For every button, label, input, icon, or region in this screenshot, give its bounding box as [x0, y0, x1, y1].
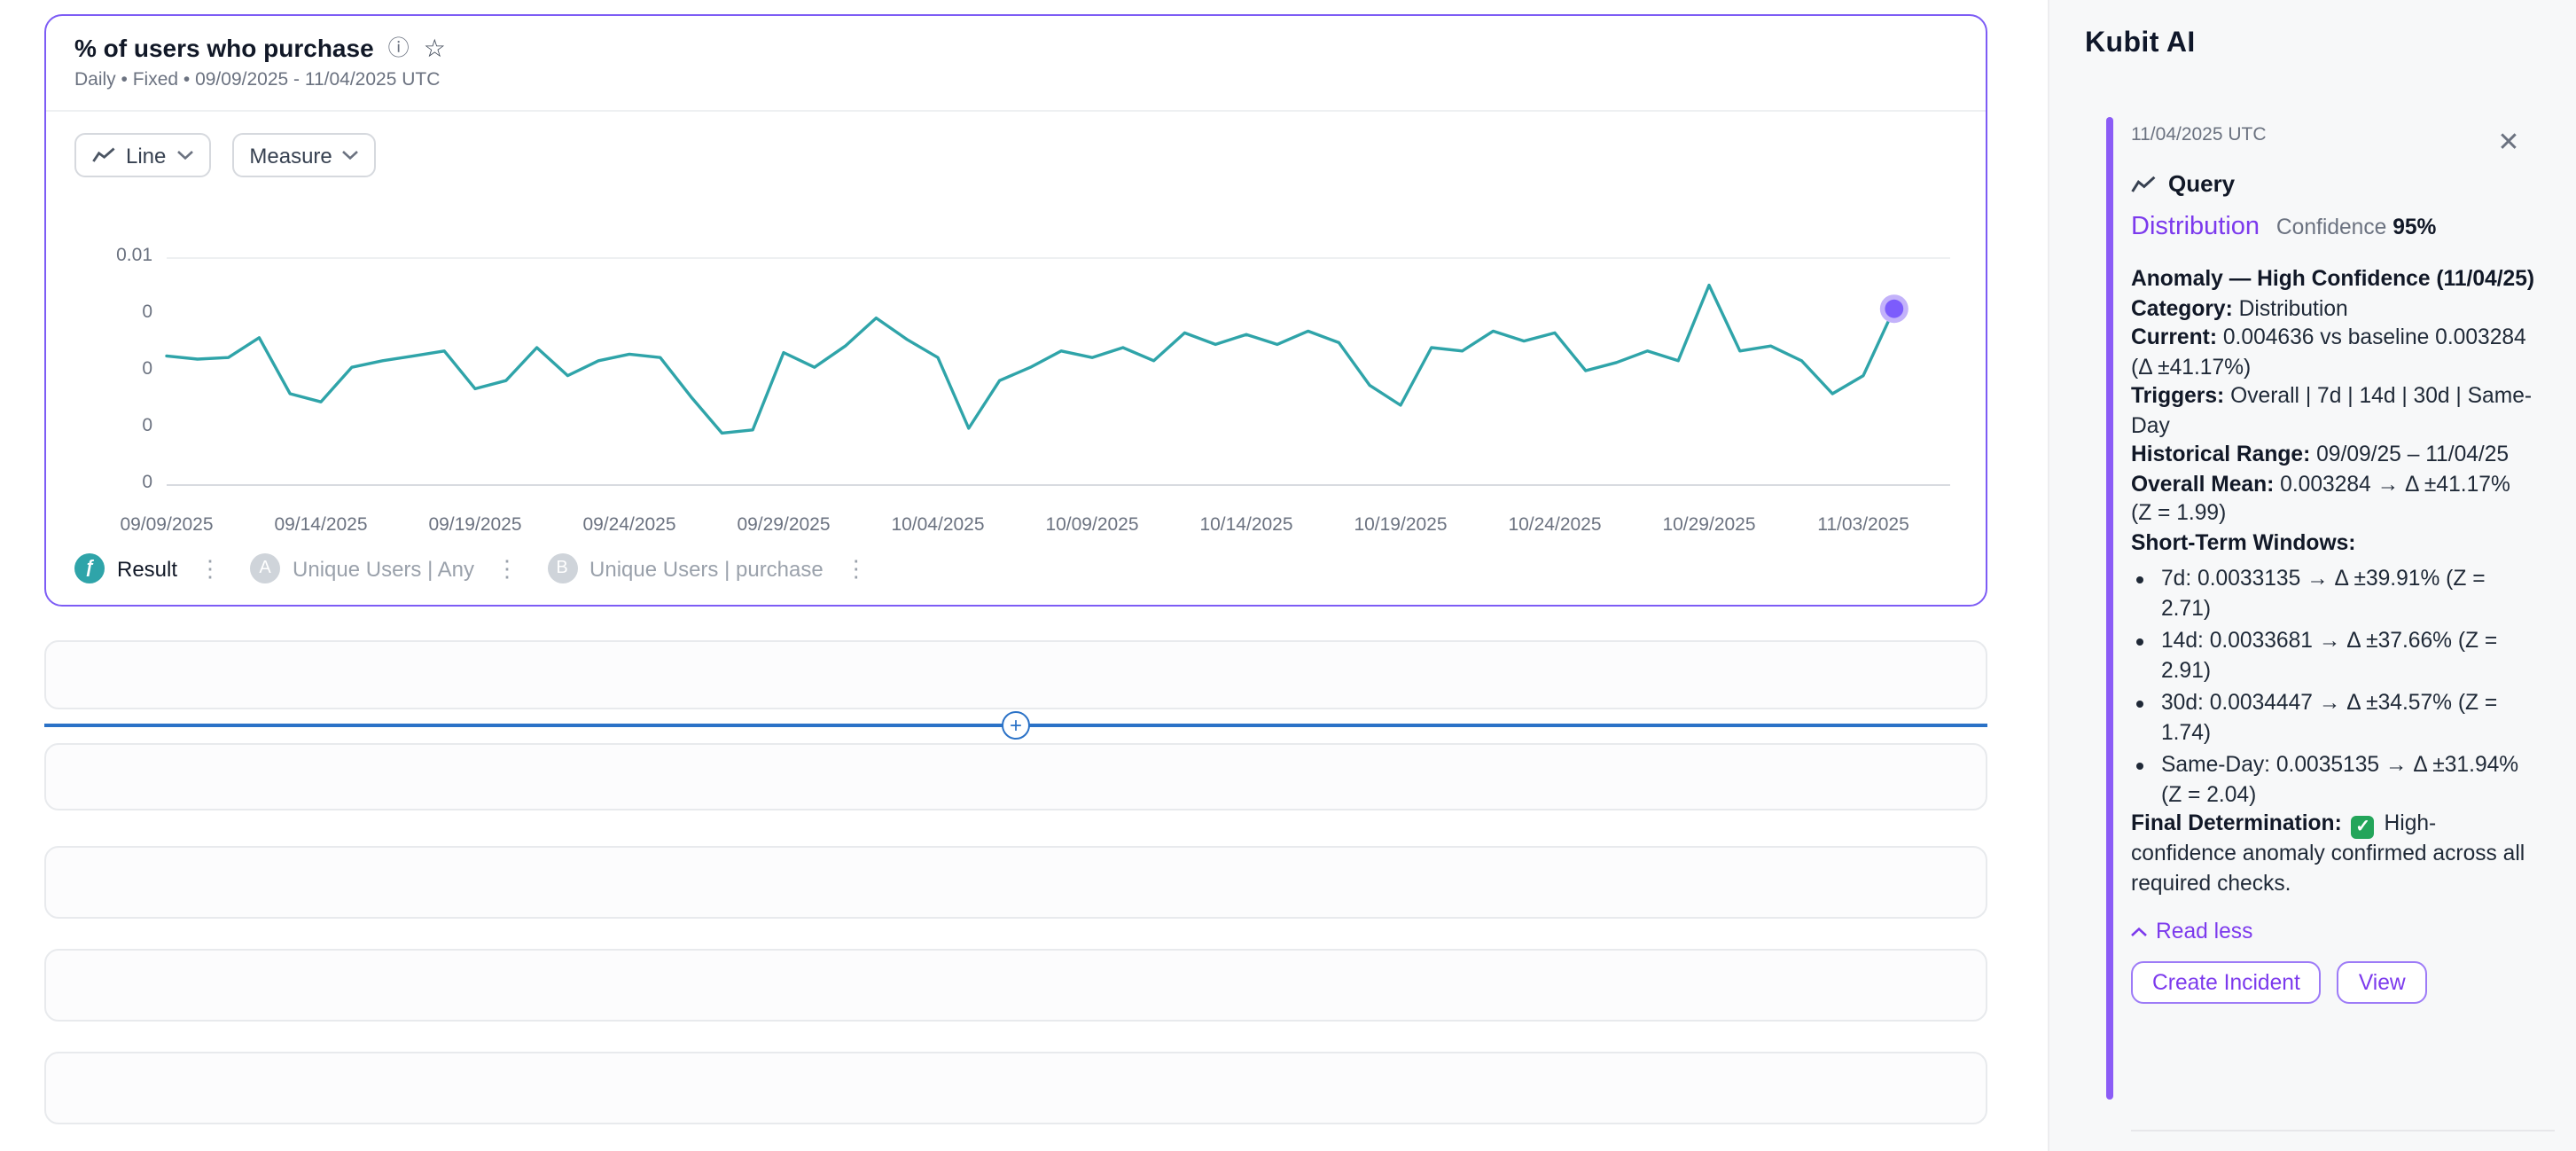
close-icon[interactable]: ✕ — [2497, 128, 2520, 158]
chart-toolbar: Line Measure — [74, 133, 377, 177]
anomaly-panel: 11/04/2025 UTC Query Distribution Confid… — [2131, 124, 2535, 1004]
confidence-value: 95% — [2393, 215, 2437, 239]
field-historical-range: Historical Range: 09/09/25 – 11/04/25 — [2131, 442, 2510, 466]
list-item: Same-Day: 0.0035135 → Δ ±31.94% (Z = 2.0… — [2161, 750, 2535, 809]
x-tick-label: 09/29/2025 — [737, 514, 831, 536]
list-item: 7d: 0.0033135 → Δ ±39.91% (Z = 2.71) — [2161, 564, 2535, 622]
kubit-ai-sidebar: Kubit AI ✕ 11/04/2025 UTC Query Distribu… — [2048, 0, 2576, 1151]
chart-type-dropdown[interactable]: Line — [74, 133, 211, 177]
legend-item-result[interactable]: ƒ Result — [74, 553, 177, 583]
x-tick-label: 10/09/2025 — [1045, 514, 1139, 536]
star-icon[interactable]: ☆ — [423, 34, 446, 62]
x-tick-label: 11/03/2025 — [1817, 514, 1909, 536]
anomaly-accent-bar — [2106, 117, 2113, 1100]
x-tick-label: 10/24/2025 — [1508, 514, 1602, 536]
legend-label: Unique Users | Any — [293, 556, 475, 581]
info-icon[interactable]: ⓘ — [387, 35, 410, 60]
x-tick-label: 10/29/2025 — [1662, 514, 1756, 536]
empty-panel-slot[interactable] — [44, 846, 1987, 919]
empty-panel-slot[interactable] — [44, 949, 1987, 1022]
chevron-down-icon — [176, 151, 193, 160]
legend-item-series-a[interactable]: A Unique Users | Any — [250, 553, 474, 583]
chevron-up-icon — [2131, 927, 2147, 936]
panel-timestamp: 11/04/2025 UTC — [2131, 124, 2267, 145]
field-current: Current: 0.004636 vs baseline 0.003284 (… — [2131, 325, 2526, 379]
short-term-windows-title: Short-Term Windows: — [2131, 529, 2356, 554]
y-tick-label: 0 — [142, 472, 152, 493]
legend-item-series-b[interactable]: B Unique Users | purchase — [547, 553, 824, 583]
x-tick-label: 09/09/2025 — [120, 514, 214, 536]
y-tick-label: 0 — [142, 415, 152, 436]
view-button[interactable]: View — [2337, 961, 2427, 1004]
anomaly-details: Anomaly — High Confidence (11/04/25) Cat… — [2131, 264, 2535, 897]
field-category: Category: Distribution — [2131, 295, 2348, 320]
x-tick-label: 09/24/2025 — [582, 514, 676, 536]
final-determination: Final Determination: ✓ High-confidence a… — [2131, 810, 2525, 895]
kebab-menu-icon[interactable]: ⋮ — [199, 554, 222, 581]
x-tick-label: 10/19/2025 — [1354, 514, 1448, 536]
chart-legend: ƒ Result ⋮ A Unique Users | Any ⋮ B Uniq… — [74, 553, 896, 583]
short-term-windows-list: 7d: 0.0033135 → Δ ±39.91% (Z = 2.71) 14d… — [2131, 564, 2535, 809]
x-tick-label: 10/14/2025 — [1199, 514, 1293, 536]
x-tick-label: 10/04/2025 — [891, 514, 985, 536]
x-tick-label: 09/14/2025 — [274, 514, 368, 536]
empty-panel-slot[interactable] — [44, 743, 1987, 810]
legend-label: Result — [117, 556, 178, 581]
result-line-series — [165, 283, 1896, 435]
y-tick-label: 0.01 — [116, 245, 152, 266]
check-icon: ✓ — [2351, 816, 2375, 839]
kebab-menu-icon[interactable]: ⋮ — [844, 554, 868, 581]
legend-label: Unique Users | purchase — [589, 556, 824, 581]
anomaly-actions: Create Incident View — [2131, 961, 2535, 1004]
field-triggers: Triggers: Overall | 7d | 14d | 30d | Sam… — [2131, 383, 2533, 437]
add-panel-button[interactable]: + — [1002, 711, 1030, 740]
read-less-link[interactable]: Read less — [2131, 919, 2535, 944]
measure-dropdown[interactable]: Measure — [231, 133, 377, 177]
chart-card[interactable]: % of users who purchase ⓘ ☆ Daily • Fixe… — [44, 14, 1987, 607]
line-chart-svg — [165, 283, 1909, 435]
field-overall-mean: Overall Mean: 0.003284 → Δ ±41.17% (Z = … — [2131, 471, 2510, 525]
list-item: 14d: 0.0033681 → Δ ±37.66% (Z = 2.91) — [2161, 626, 2535, 685]
query-row: Query — [2131, 170, 2535, 197]
x-axis-labels: 09/09/2025 09/14/2025 09/19/2025 09/24/2025… — [46, 514, 1986, 539]
chart-title: % of users who purchase — [74, 34, 374, 62]
empty-panel-slot[interactable] — [44, 1052, 1987, 1124]
measure-label: Measure — [249, 143, 332, 168]
y-axis-labels: 0.01 0 0 0 0 — [46, 245, 152, 493]
line-chart-icon — [2131, 175, 2156, 192]
result-series-icon: ƒ — [74, 553, 105, 583]
chevron-down-icon — [342, 151, 359, 160]
chart-subtitle: Daily • Fixed • 09/09/2025 - 11/04/2025 … — [74, 69, 441, 90]
create-incident-button[interactable]: Create Incident — [2131, 961, 2322, 1004]
line-chart-icon — [92, 147, 115, 162]
series-a-icon: A — [250, 553, 281, 583]
empty-panel-slot[interactable] — [44, 640, 1987, 709]
series-b-icon: B — [547, 553, 578, 583]
dashboard-canvas: % of users who purchase ⓘ ☆ Daily • Fixe… — [44, 14, 1987, 1124]
anomaly-point-marker[interactable] — [1885, 299, 1904, 318]
anomaly-summary-title: Anomaly — High Confidence (11/04/25) — [2131, 266, 2535, 291]
chart-type-label: Line — [126, 143, 167, 168]
y-tick-label: 0 — [142, 301, 152, 323]
chart-card-header: % of users who purchase ⓘ ☆ Daily • Fixe… — [46, 16, 1986, 112]
confidence-label: Confidence — [2275, 215, 2387, 239]
metric-name-link[interactable]: Distribution — [2131, 213, 2260, 241]
x-tick-label: 09/19/2025 — [428, 514, 522, 536]
kebab-menu-icon[interactable]: ⋮ — [496, 554, 519, 581]
query-label: Query — [2168, 170, 2236, 197]
sidebar-divider — [2131, 1130, 2555, 1131]
sidebar-title: Kubit AI — [2085, 28, 2196, 59]
top-gridline — [167, 257, 1950, 259]
x-axis-line — [167, 484, 1950, 486]
y-tick-label: 0 — [142, 358, 152, 380]
metric-row: Distribution Confidence 95% — [2131, 213, 2535, 241]
list-item: 30d: 0.0034447 → Δ ±34.57% (Z = 1.74) — [2161, 688, 2535, 747]
